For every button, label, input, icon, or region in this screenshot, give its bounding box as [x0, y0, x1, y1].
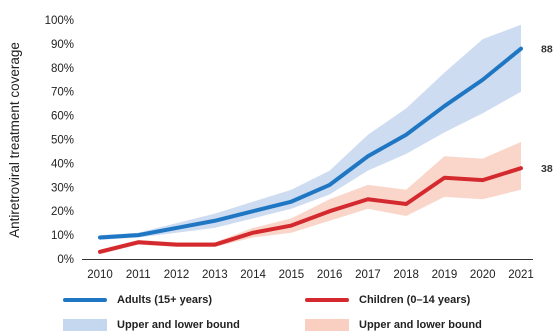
x-tick-label: 2020 — [470, 269, 496, 281]
x-tick-label: 2021 — [508, 269, 534, 281]
x-tick-label: 2011 — [126, 269, 151, 281]
y-axis: 0% 10% 20% 30% 40% 50% 60% 70% 80% 90% 100% — [45, 15, 74, 266]
x-tick-label: 2019 — [432, 269, 458, 281]
end-label-adults: 88 — [541, 44, 553, 56]
y-tick-label: 70% — [51, 87, 74, 99]
series-lines — [98, 46, 523, 254]
x-tick-label: 2018 — [393, 269, 419, 281]
series-line-adults — [98, 46, 523, 240]
y-tick-label: 30% — [51, 182, 74, 194]
x-tick-label: 2017 — [355, 269, 381, 281]
x-tick-label: 2013 — [202, 269, 228, 281]
x-tick-label: 2012 — [164, 269, 190, 281]
y-tick-label: 60% — [51, 111, 74, 123]
end-label-children: 38 — [541, 163, 553, 175]
series-line-children — [98, 166, 523, 254]
y-tick-label: 90% — [51, 39, 74, 51]
x-tick-label: 2015 — [279, 269, 305, 281]
x-tick-label: 2016 — [317, 269, 343, 281]
y-tick-label: 10% — [51, 230, 74, 242]
y-tick-label: 80% — [51, 63, 74, 75]
y-tick-label: 0% — [57, 254, 74, 266]
x-tick-label: 2010 — [87, 269, 113, 281]
x-tick-label: 2014 — [240, 269, 266, 281]
y-tick-label: 50% — [51, 135, 74, 147]
end-labels: 88 38 — [541, 44, 553, 175]
x-axis: 2010 2011 2012 2013 2014 2015 2016 2017 2018 2019… — [82, 259, 534, 281]
y-axis-title: Antiretroviral treatment coverage — [7, 42, 22, 238]
y-tick-label: 20% — [51, 206, 74, 218]
y-tick-label: 100% — [45, 15, 74, 27]
bounds-band-adults — [100, 24, 521, 240]
y-tick-label: 40% — [51, 158, 74, 170]
